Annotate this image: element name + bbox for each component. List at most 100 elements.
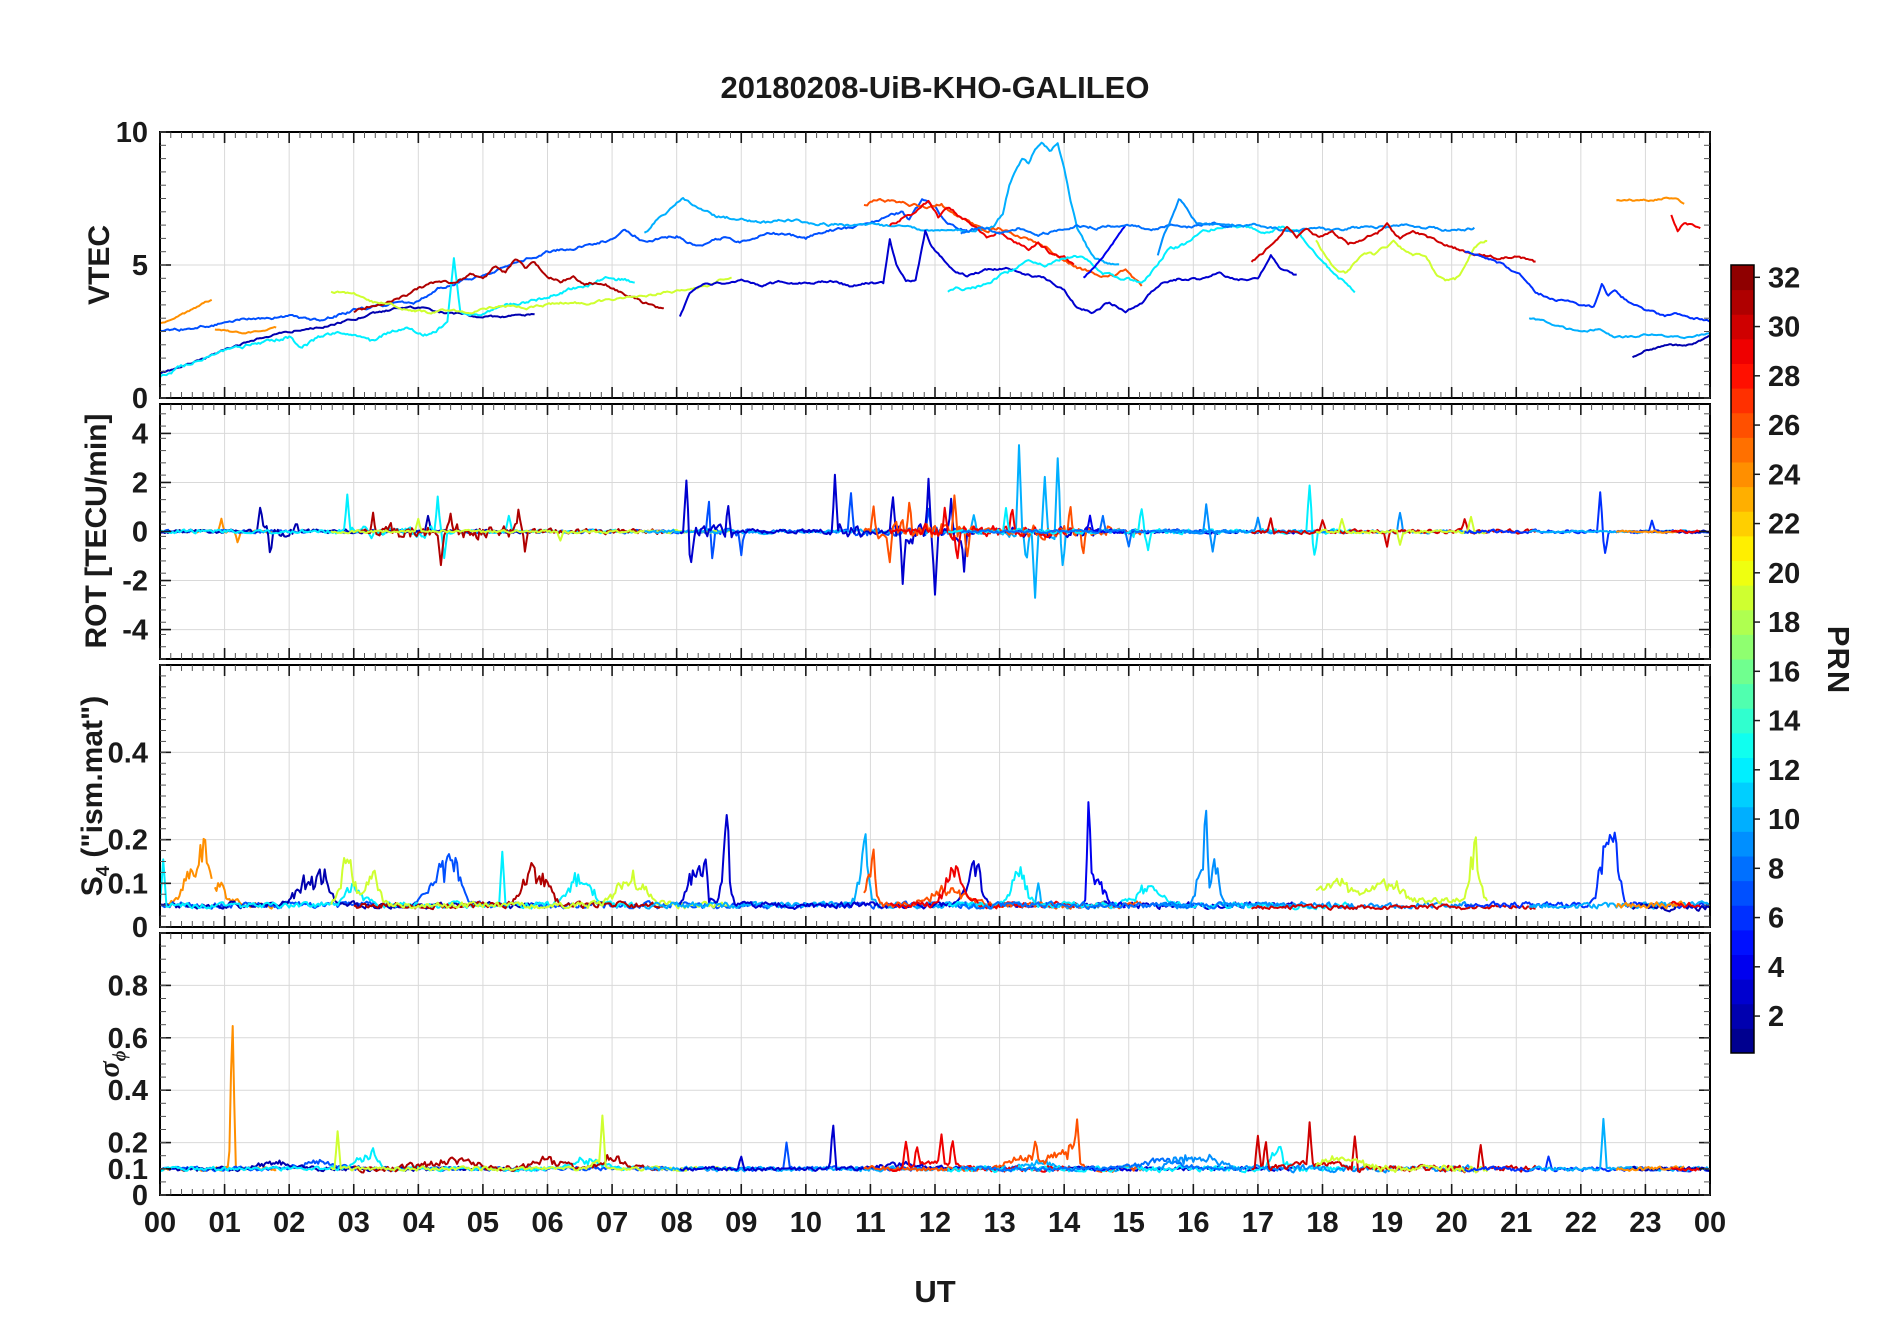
grid-layer: [160, 132, 1710, 1195]
series-prn-26: [863, 198, 1143, 287]
x-tick-label: 16: [1177, 1207, 1209, 1239]
colorbar-cell: [1731, 437, 1754, 463]
colorbar-tick-label: 22: [1768, 509, 1800, 541]
x-tick-label: 00: [144, 1207, 176, 1239]
series-prn-10: [644, 444, 1120, 599]
series-prn-24: [1615, 529, 1685, 534]
colorbar-cell: [1731, 338, 1754, 364]
x-tick-label: 12: [919, 1207, 951, 1239]
colorbar-cell: [1731, 905, 1754, 931]
colorbar-tick-label: 6: [1768, 903, 1784, 935]
colorbar-tick-label: 16: [1768, 656, 1800, 688]
series-prn-19: [1315, 239, 1488, 282]
series-prn-10: [1528, 317, 1710, 340]
series-prn-24: [1615, 900, 1686, 910]
x-tick-label: 14: [1048, 1207, 1080, 1239]
series-prn-31: [353, 1154, 665, 1174]
colorbar-cell: [1731, 289, 1754, 315]
colorbar-border: [1730, 264, 1755, 1054]
colorbar-cell: [1731, 856, 1754, 882]
colorbar-cell: [1731, 511, 1754, 537]
series-prn-8: [960, 1157, 1233, 1173]
colorbar-tick-label: 4: [1768, 952, 1784, 984]
colorbar-tick-label: 14: [1768, 706, 1800, 738]
colorbar-cell: [1731, 363, 1754, 389]
x-tick-label: 03: [338, 1207, 370, 1239]
x-tick-label: 07: [596, 1207, 628, 1239]
series-layer-s4: [160, 801, 1710, 913]
colorbar-cell: [1731, 831, 1754, 857]
y-tick-label: 0.6: [108, 1023, 148, 1055]
y-tick-label: 0: [132, 517, 148, 549]
series-prn-10: [643, 141, 1120, 266]
y-tick-label: 0: [132, 912, 148, 944]
series-prn-29: [889, 1133, 1075, 1173]
colorbar-cell: [1731, 486, 1754, 512]
series-layer-rot: [160, 444, 1710, 599]
x-tick-label: 09: [725, 1207, 757, 1239]
series-prn-3: [679, 1124, 1298, 1172]
y-tick-label: 0: [132, 1180, 148, 1212]
series-prn-31: [353, 258, 664, 313]
x-tick-label: 15: [1113, 1207, 1145, 1239]
x-tick-label: 23: [1629, 1207, 1661, 1239]
x-tick-label: 05: [467, 1207, 499, 1239]
y-tick-label: 0.1: [108, 1154, 148, 1186]
x-tick-label: 17: [1242, 1207, 1274, 1239]
series-prn-6: [1463, 831, 1710, 910]
x-tick-label: 00: [1694, 1207, 1726, 1239]
x-tick-label: 13: [983, 1207, 1015, 1239]
x-tick-label: 11: [855, 1207, 886, 1239]
series-prn-9: [1157, 809, 1475, 910]
colorbar-tick-label: 12: [1768, 755, 1800, 787]
series-prn-12: [160, 257, 635, 379]
x-tick-label: 19: [1371, 1207, 1403, 1239]
colorbar-tick-label: 26: [1768, 410, 1800, 442]
series-prn-12: [947, 224, 1356, 294]
x-tick-label: 08: [661, 1207, 693, 1239]
series-prn-6: [1464, 250, 1710, 323]
series-prn-7: [160, 198, 968, 333]
series-prn-29: [889, 199, 1075, 266]
x-tick-label: 10: [790, 1207, 822, 1239]
y-tick-label: 2: [132, 467, 148, 499]
series-prn-6: [1464, 491, 1710, 554]
colorbar-cell: [1731, 708, 1754, 734]
series-prn-19: [1315, 836, 1489, 905]
y-tick-label: 4: [132, 418, 148, 450]
series-prn-7: [160, 853, 969, 910]
series-prn-19: [1315, 515, 1488, 546]
x-axis-label: UT: [914, 1274, 956, 1309]
series-prn-12: [160, 493, 636, 560]
series-prn-2: [160, 305, 535, 375]
colorbar-cell: [1731, 535, 1754, 561]
series-prn-10: [643, 833, 1120, 910]
series-prn-8: [960, 221, 1233, 237]
series-prn-30: [1250, 222, 1536, 263]
colorbar-cell: [1731, 880, 1754, 906]
x-tick-label: 20: [1436, 1207, 1468, 1239]
colorbar-tick-label: 24: [1768, 459, 1800, 491]
y-tick-label: 0.8: [108, 970, 148, 1002]
colorbar-cell: [1731, 265, 1754, 291]
colorbar-cell: [1731, 757, 1754, 783]
colorbar-cell: [1731, 806, 1754, 832]
series-prn-29: [1670, 900, 1701, 909]
colorbar-cell: [1731, 1003, 1754, 1029]
series-prn-19: [330, 857, 732, 910]
series-prn-30: [1251, 903, 1536, 911]
colorbar-cell: [1731, 979, 1754, 1005]
series-prn-4: [1082, 224, 1127, 279]
series-prn-8: [960, 900, 1233, 910]
series-prn-30: [1251, 1121, 1537, 1174]
series-prn-9: [1156, 198, 1475, 256]
colorbar-tick-label: 18: [1768, 607, 1800, 639]
x-tick-label: 21: [1500, 1207, 1532, 1239]
series-prn-29: [1670, 1166, 1702, 1172]
colorbar-cell: [1731, 314, 1754, 340]
colorbar-tick-label: 32: [1768, 262, 1800, 294]
series-prn-3: [678, 229, 1297, 317]
series-prn-4: [1082, 514, 1126, 535]
